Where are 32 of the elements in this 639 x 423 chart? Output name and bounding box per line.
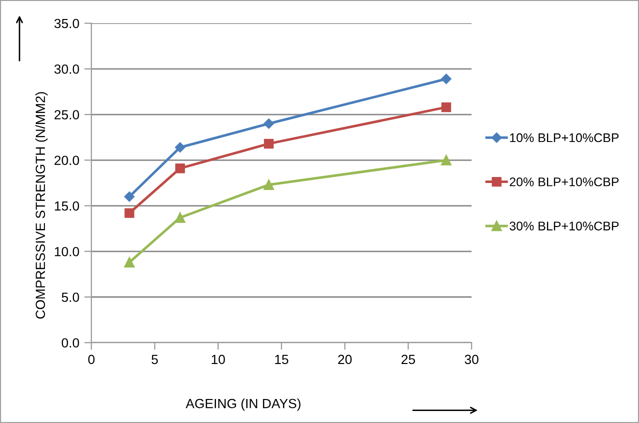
point bbox=[264, 138, 274, 149]
y-tick-label: 15.0 bbox=[54, 201, 80, 211]
x-tick-label: 15 bbox=[275, 354, 288, 364]
y-tick-label: 35.0 bbox=[54, 18, 80, 28]
point bbox=[441, 154, 452, 166]
legend-label: 30% BLP+10%CBP bbox=[510, 222, 619, 230]
y-tick-label: 10.0 bbox=[54, 246, 80, 256]
point bbox=[124, 257, 135, 268]
x-tick-label: 5 bbox=[152, 354, 158, 364]
legend-label: 20% BLP+10%CBP bbox=[510, 177, 619, 186]
point bbox=[264, 180, 274, 190]
y-tick-label: 20.0 bbox=[54, 156, 80, 166]
point bbox=[441, 74, 452, 84]
point bbox=[174, 212, 186, 223]
y-axis-title: COMPRESSIVE STRENGTH (N/MM2) bbox=[35, 92, 48, 319]
y-tick-label: 25.0 bbox=[54, 110, 80, 120]
y-tick-label: 5.0 bbox=[62, 292, 80, 302]
point bbox=[175, 163, 185, 174]
point bbox=[264, 118, 274, 129]
legend-label: 10% BLP+10%CBP bbox=[510, 133, 619, 142]
point bbox=[124, 192, 135, 202]
x-tick-label: 0 bbox=[88, 354, 95, 364]
x-axis-title: AGEING (IN DAYS) bbox=[186, 398, 300, 411]
x-tick-label: 30 bbox=[464, 354, 478, 364]
y-tick-label: 0.0 bbox=[62, 338, 80, 348]
point bbox=[124, 208, 134, 218]
point bbox=[174, 142, 186, 152]
x-tick-label: 10 bbox=[212, 354, 225, 364]
x-tick-label: 20 bbox=[338, 354, 352, 364]
y-tick-label: 30.0 bbox=[54, 64, 80, 74]
point bbox=[441, 102, 452, 112]
x-tick-label: 25 bbox=[402, 354, 415, 364]
